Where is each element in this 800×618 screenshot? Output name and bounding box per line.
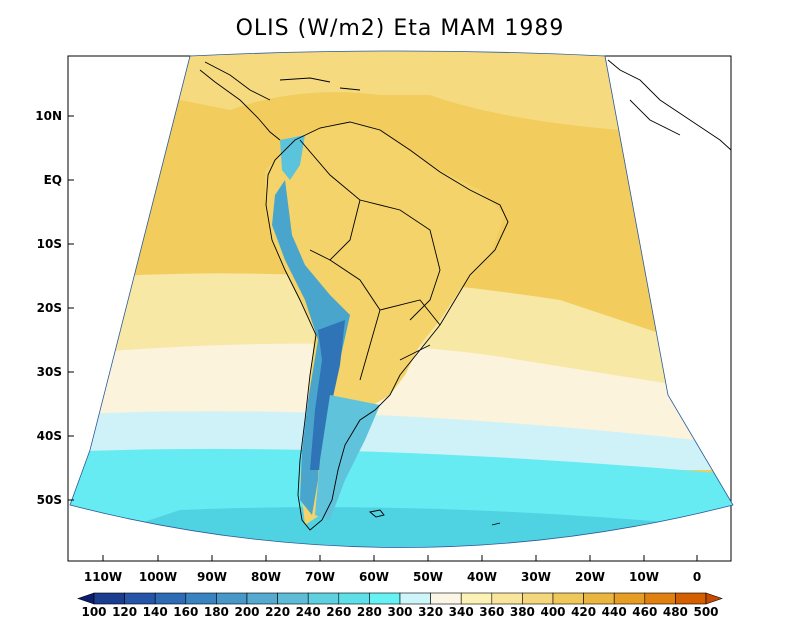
colorbar-swatch [307,592,340,605]
colorbar-arrow-high [705,592,723,605]
colorbar-swatch [185,592,217,605]
colorbar-swatch [460,592,493,605]
colorbar-label: 120 [112,605,137,618]
lon-label-110w: 110W [84,570,122,584]
colorbar-label: 480 [663,605,688,618]
olis-field [70,51,733,548]
colorbar-label: 220 [265,605,290,618]
colorbar-label: 180 [204,605,229,618]
colorbar-label: 360 [479,605,504,618]
lon-label-100w: 100W [139,570,177,584]
lon-label-40w: 40W [467,570,497,584]
colorbar-swatch [216,592,248,605]
colorbar-label: 240 [296,605,321,618]
map-title: OLIS (W/m2) Eta MAM 1989 [235,16,565,41]
longitude-axis: 110W 100W 90W 80W 70W 60W 50W 40W 30W 20… [84,555,701,584]
colorbar-swatch [154,592,187,605]
colorbar-label: 280 [357,605,382,618]
colorbar-label: 200 [234,605,259,618]
colorbar-swatch [93,592,125,605]
colorbar-swatch [246,592,278,605]
colorbar-swatch [430,592,462,605]
colorbar-label: 500 [693,605,718,618]
lon-label-60w: 60W [359,570,389,584]
domain-boundary [69,50,734,548]
lat-label-eq: EQ [44,173,62,187]
colorbar-label: 100 [81,605,106,618]
lon-label-30w: 30W [521,570,551,584]
colorbar: 100 120 140 160 180 200 220 240 260 280 300 320 340 3… [77,592,723,618]
lon-label-90w: 90W [197,570,227,584]
lat-label-20s: 20S [37,301,62,315]
colorbar-swatch [277,592,309,605]
colorbar-label: 400 [540,605,565,618]
colorbar-label: 380 [510,605,535,618]
lat-label-50s: 50S [37,493,62,507]
colorbar-label: 160 [173,605,198,618]
coastlines [199,59,732,531]
lon-label-80w: 80W [251,570,281,584]
colorbar-swatch [399,592,431,605]
colorbar-label: 260 [326,605,351,618]
colorbar-label: 420 [571,605,596,618]
colorbar-label: 320 [418,605,443,618]
lon-label-20w: 20W [575,570,605,584]
colorbar-swatch [369,592,401,605]
colorbar-swatch [338,592,370,605]
lon-label-0: 0 [693,570,701,584]
colorbar-swatch [552,592,584,605]
colorbar-swatch [583,592,615,605]
colorbar-swatch [491,592,523,605]
lon-label-10w: 10W [629,570,659,584]
lon-label-50w: 50W [413,570,443,584]
lon-label-70w: 70W [305,570,335,584]
colorbar-swatch [644,592,676,605]
colorbar-label: 140 [143,605,168,618]
lat-label-10n: 10N [35,109,62,123]
lat-label-30s: 30S [37,365,62,379]
colorbar-swatch [522,592,554,605]
colorbar-label: 460 [632,605,657,618]
colorbar-label: 340 [449,605,474,618]
colorbar-label: 300 [387,605,412,618]
colorbar-swatch [613,592,646,605]
colorbar-label: 440 [602,605,627,618]
latitude-axis: 10N EQ 10S 20S 30S 40S 50S [35,109,74,507]
colorbar-arrow-low [77,592,95,605]
lat-label-10s: 10S [37,237,62,251]
lat-label-40s: 40S [37,429,62,443]
colorbar-swatch [675,592,707,605]
colorbar-swatch [124,592,156,605]
